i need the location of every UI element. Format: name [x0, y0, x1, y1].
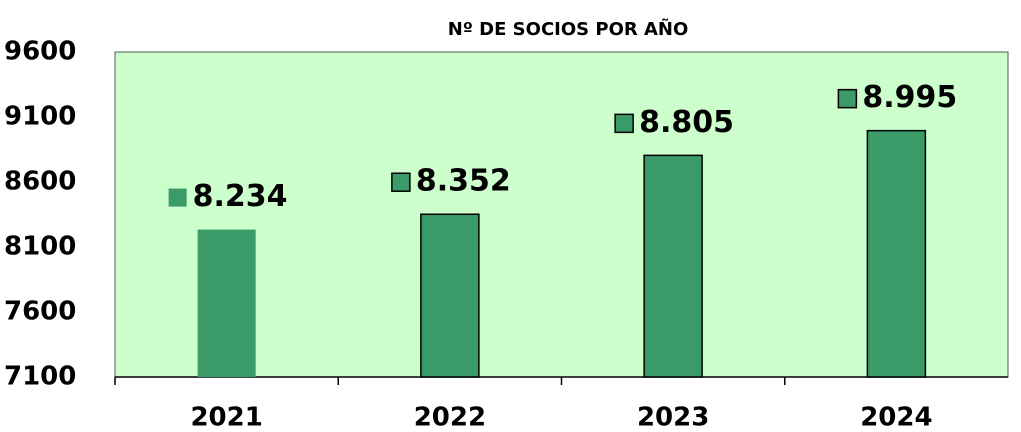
- bar: [643, 154, 703, 378]
- bar: [420, 213, 480, 378]
- chart-title: Nº DE SOCIOS POR AÑO: [448, 17, 689, 40]
- y-tick-label: 8600: [4, 167, 76, 197]
- plot-area: [114, 51, 1009, 378]
- y-tick-label: 7100: [4, 362, 76, 392]
- y-tick-label: 8100: [4, 232, 76, 262]
- bar: [197, 229, 256, 377]
- bar: [866, 129, 927, 378]
- data-label: 8.995: [862, 80, 957, 115]
- data-label: 8.805: [639, 105, 734, 140]
- y-tick-label: 7600: [4, 297, 76, 327]
- y-tick-label: 9100: [4, 102, 76, 132]
- x-tick-label: 2024: [860, 403, 932, 432]
- y-tick-label: 9600: [4, 37, 76, 67]
- label-key: [168, 188, 187, 207]
- x-tick-label: 2021: [190, 403, 262, 432]
- x-tick-label: 2022: [414, 403, 486, 432]
- label-key: [837, 88, 858, 109]
- data-label: 8.352: [416, 164, 511, 199]
- x-tick-label: 2023: [637, 403, 709, 432]
- label-key: [614, 113, 634, 134]
- data-label: 8.234: [193, 179, 288, 214]
- label-key: [391, 172, 411, 192]
